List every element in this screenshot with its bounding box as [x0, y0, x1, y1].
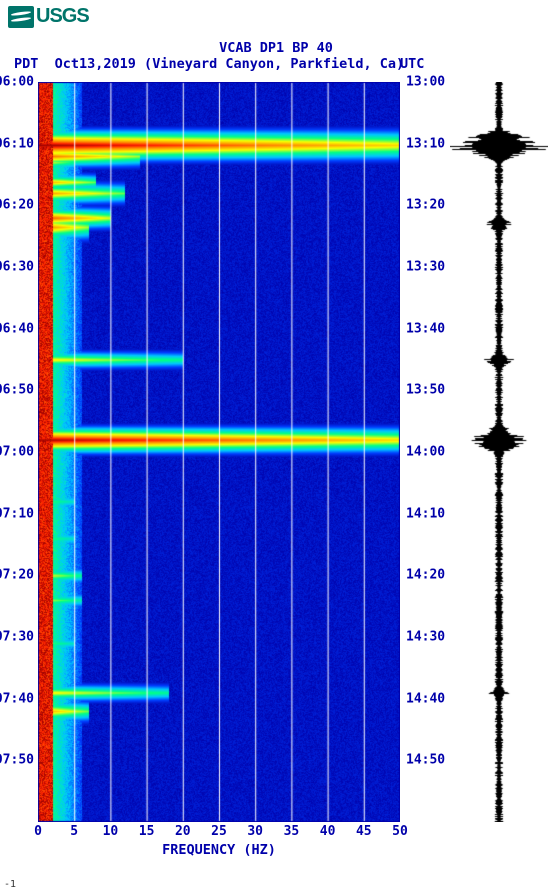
usgs-logo-text: USGS: [36, 5, 89, 28]
ytick-left: 07:30: [0, 630, 34, 645]
xtick: 50: [392, 824, 408, 839]
ytick-left: 06:30: [0, 260, 34, 275]
xtick: 45: [356, 824, 372, 839]
ytick-left: 06:10: [0, 136, 34, 151]
footer-mark: -1: [4, 879, 16, 890]
spectrogram-plot: [38, 82, 400, 822]
xtick: 5: [70, 824, 78, 839]
xtick: 30: [247, 824, 263, 839]
ytick-left: 06:40: [0, 321, 34, 336]
xaxis-label: FREQUENCY (HZ): [38, 842, 400, 858]
yaxis-right-utc: 13:0013:1013:2013:3013:4013:5014:0014:10…: [402, 82, 442, 822]
yaxis-left-pdt: 06:0006:1006:2006:3006:4006:5007:0007:10…: [0, 82, 36, 822]
ytick-left: 07:00: [0, 445, 34, 460]
ytick-left: 07:50: [0, 753, 34, 768]
ytick-right: 14:00: [406, 445, 445, 460]
xtick: 10: [103, 824, 119, 839]
ytick-right: 14:30: [406, 630, 445, 645]
ytick-left: 07:20: [0, 568, 34, 583]
spectrogram-canvas: [38, 82, 400, 822]
usgs-logo: USGS: [8, 5, 89, 28]
ytick-left: 07:40: [0, 691, 34, 706]
ytick-right: 14:50: [406, 753, 445, 768]
date-location: Oct13,2019 (Vineyard Canyon, Parkfield, …: [55, 56, 405, 72]
ytick-right: 13:10: [406, 136, 445, 151]
seismogram-canvas: [450, 82, 548, 822]
ytick-right: 13:20: [406, 198, 445, 213]
ytick-left: 06:20: [0, 198, 34, 213]
plot-title: VCAB DP1 BP 40: [0, 40, 552, 56]
ytick-left: 07:10: [0, 506, 34, 521]
ytick-right: 13:30: [406, 260, 445, 275]
right-tz-label: UTC: [400, 56, 424, 72]
ytick-right: 13:00: [406, 75, 445, 90]
xtick: 20: [175, 824, 191, 839]
xtick: 25: [211, 824, 227, 839]
left-tz-label: PDT: [14, 56, 38, 72]
ytick-left: 06:00: [0, 75, 34, 90]
xtick: 0: [34, 824, 42, 839]
usgs-wave-icon: [8, 6, 34, 28]
plot-subtitle: PDT Oct13,2019 (Vineyard Canyon, Parkfie…: [14, 56, 404, 72]
seismogram-panel: [450, 82, 548, 822]
xtick: 35: [284, 824, 300, 839]
ytick-left: 06:50: [0, 383, 34, 398]
ytick-right: 14:10: [406, 506, 445, 521]
ytick-right: 14:20: [406, 568, 445, 583]
ytick-right: 13:40: [406, 321, 445, 336]
ytick-right: 14:40: [406, 691, 445, 706]
xtick: 40: [320, 824, 336, 839]
ytick-right: 13:50: [406, 383, 445, 398]
xtick: 15: [139, 824, 155, 839]
